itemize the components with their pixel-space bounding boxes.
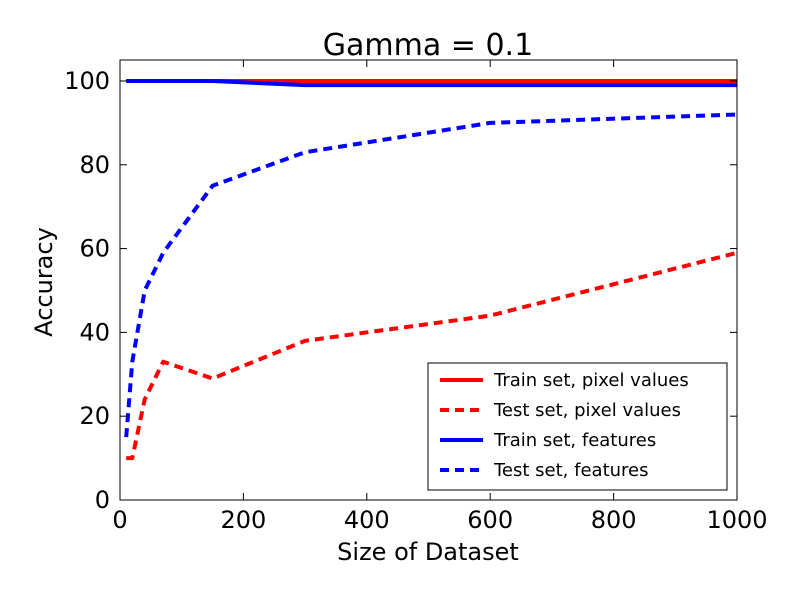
ticks-layer: 0 200 400 600 800 1000 0 20 40 60 80 100	[64, 60, 768, 534]
chart-title: Gamma = 0.1	[323, 28, 533, 63]
x-tick-label: 600	[467, 506, 513, 534]
y-tick-label: 40	[79, 318, 110, 346]
x-tick-label: 400	[344, 506, 390, 534]
plot-frame	[119, 59, 738, 501]
x-tick-label: 1000	[706, 506, 767, 534]
legend-label-1: Test set, pixel values	[493, 400, 681, 421]
series-line-2	[126, 79, 737, 88]
x-tick-label: 200	[220, 506, 266, 534]
y-tick-label: 80	[79, 151, 110, 179]
y-tick-label: 20	[79, 402, 110, 430]
legend-label-0: Train set, pixel values	[493, 370, 689, 391]
y-tick-label: 0	[95, 486, 110, 514]
series-line-1	[126, 250, 738, 461]
legend: Train set, pixel values Test set, pixel v…	[427, 362, 728, 491]
series-line-3	[124, 112, 738, 438]
series-layer	[124, 79, 738, 461]
y-tick-label: 100	[64, 67, 110, 95]
y-axis-label: Accuracy	[30, 227, 58, 337]
y-tick-label: 60	[79, 235, 110, 263]
x-tick-label: 0	[112, 506, 127, 534]
legend-label-2: Train set, features	[493, 430, 656, 451]
legend-label-3: Test set, features	[493, 460, 649, 481]
x-tick-label: 800	[591, 506, 637, 534]
x-axis-label: Size of Dataset	[337, 538, 519, 566]
